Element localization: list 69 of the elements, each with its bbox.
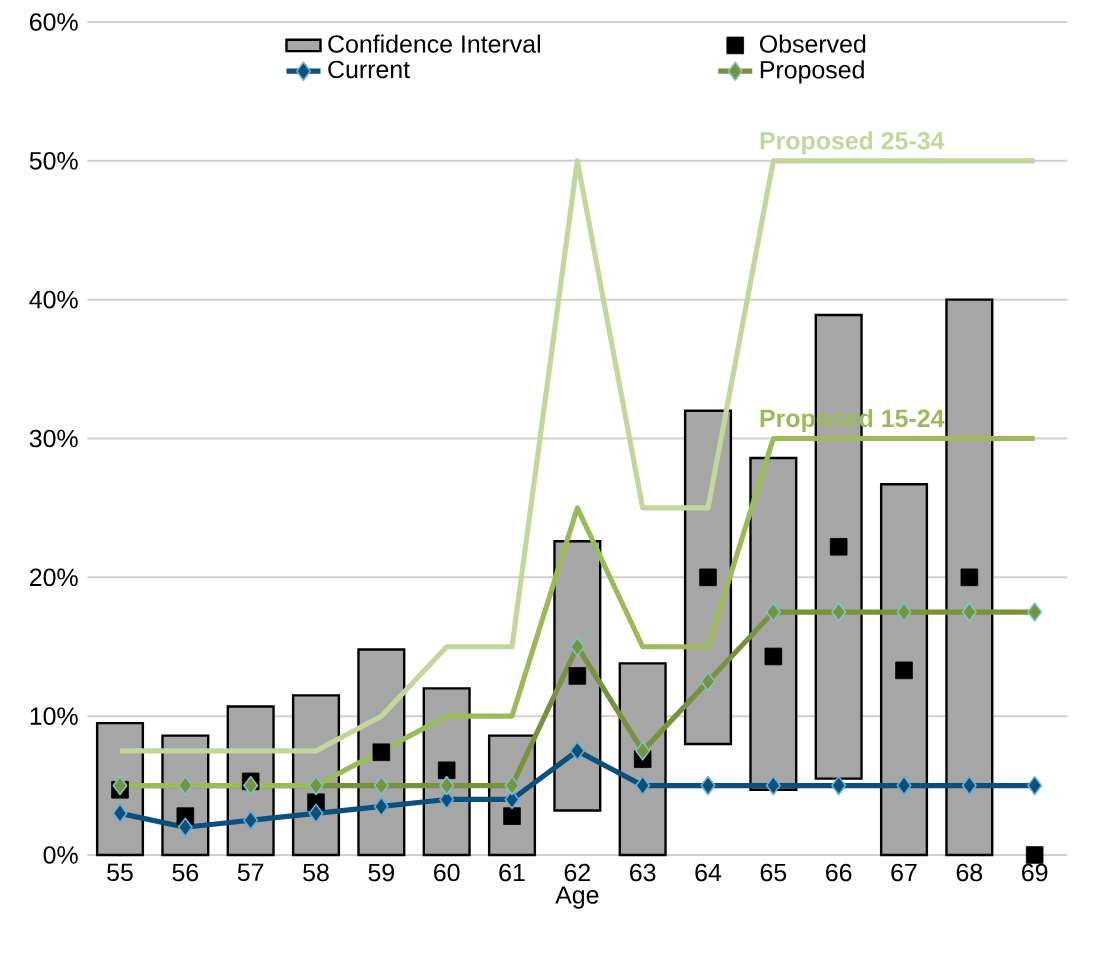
point: [1027, 775, 1043, 796]
bar: [749, 456, 798, 791]
point: [764, 647, 783, 666]
point: [829, 538, 848, 556]
point: [373, 796, 389, 817]
point: [765, 602, 781, 622]
x-tick-label: 69: [1022, 863, 1048, 882]
x-tick-label: 61: [499, 863, 525, 882]
x-tick-label: 62: [564, 863, 590, 882]
x-axis-title: Age: [555, 886, 599, 909]
point: [177, 817, 193, 837]
y-tick-label: 10%: [30, 707, 78, 725]
point: [896, 775, 912, 796]
point: [112, 803, 128, 824]
point: [635, 775, 651, 796]
x-tick-label: 65: [760, 863, 787, 882]
point: [896, 602, 912, 622]
point: [961, 602, 977, 622]
point: [569, 741, 585, 761]
point: [700, 671, 716, 692]
x-tick-label: 55: [107, 863, 133, 882]
x-tick-label: 60: [434, 863, 460, 882]
point: [961, 775, 977, 796]
y-tick-label: 30%: [29, 429, 78, 448]
y-tick-label: 20%: [30, 568, 78, 587]
y-tick-label: 0%: [43, 846, 78, 864]
x-tick-label: 66: [826, 863, 852, 882]
point: [503, 807, 521, 825]
legend-label: Confidence Interval: [328, 34, 540, 53]
point: [700, 775, 716, 796]
y-tick-label: 60%: [30, 13, 78, 31]
point: [504, 775, 520, 796]
point: [831, 602, 847, 622]
x-tick-label: 64: [695, 863, 722, 882]
point: [765, 775, 781, 796]
point: [439, 775, 455, 796]
point: [831, 775, 847, 796]
point: [372, 743, 391, 762]
point: [1027, 602, 1043, 622]
x-tick-label: 56: [172, 863, 199, 882]
point: [243, 810, 259, 831]
point: [568, 667, 587, 685]
point: [699, 568, 717, 587]
series-label: Proposed 25-34: [760, 131, 945, 155]
y-tick-label: 50%: [29, 152, 78, 170]
point: [243, 775, 259, 796]
point: [177, 775, 193, 796]
bar: [945, 298, 994, 857]
y-tick-label: 40%: [29, 290, 78, 309]
point: [373, 775, 389, 796]
bar: [879, 483, 929, 857]
x-tick-label: 59: [368, 863, 395, 882]
point: [569, 636, 585, 657]
legend-label: Proposed: [760, 60, 864, 84]
point: [308, 803, 324, 824]
point: [635, 741, 651, 761]
point: [1025, 846, 1044, 864]
point: [112, 775, 128, 796]
x-tick-label: 67: [891, 863, 917, 882]
x-tick-label: 58: [303, 863, 329, 882]
legend-label: Current: [328, 60, 410, 79]
legend-label: Observed: [760, 34, 866, 53]
point: [895, 661, 913, 680]
x-tick-label: 68: [956, 863, 983, 882]
point: [308, 775, 324, 796]
point: [960, 568, 979, 587]
point: [437, 761, 456, 780]
x-tick-label: 63: [630, 863, 656, 882]
x-tick-label: 57: [237, 863, 264, 882]
